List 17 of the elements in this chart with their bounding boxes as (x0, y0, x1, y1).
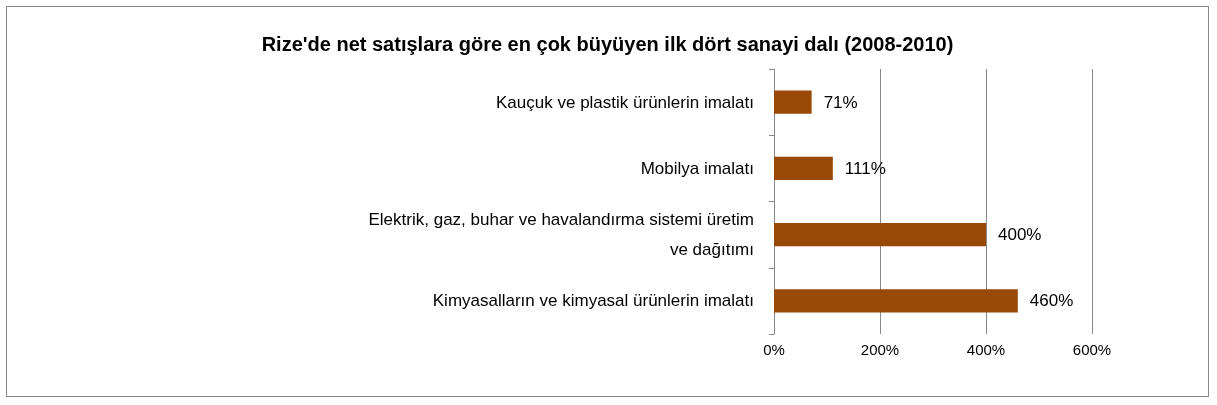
data-label: 460% (1029, 291, 1074, 311)
bar (774, 90, 812, 114)
bar (774, 223, 986, 247)
x-tick-label: 200% (860, 341, 900, 358)
x-tick-label: 400% (966, 341, 1006, 358)
bar (774, 289, 1018, 313)
x-tick-label: 0% (763, 341, 785, 358)
y-tick-label: Kimyasalların ve kimyasal ürünlerin imalatı (432, 291, 754, 311)
data-label: 111% (844, 158, 886, 178)
data-label: 71% (823, 92, 858, 112)
x-tick-label: 600% (1072, 341, 1112, 358)
bar (774, 156, 833, 180)
y-tick-label: Elektrik, gaz, buhar ve havalandırma sistemi üretim ve dağıtımı (368, 210, 754, 260)
data-label: 400% (998, 225, 1042, 245)
y-tick-label: Mobilya imalatı (640, 158, 754, 178)
text: Rize'de net satışlara göre en çok büyüyen ilk dört sanayi dalı (2008-2010) (261, 33, 954, 55)
y-tick-label: Kauçuk ve plastik ürünlerin imalatı (496, 92, 754, 112)
